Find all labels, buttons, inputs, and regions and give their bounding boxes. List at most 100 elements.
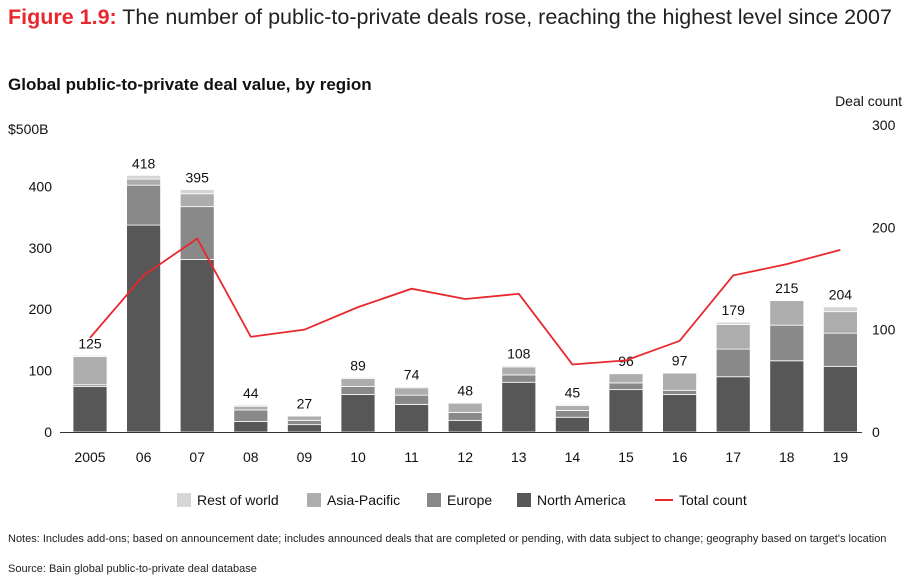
bar-total-label: 204 [829,287,853,303]
x-axis-tick-label: 13 [511,449,527,465]
bar-segment-asia-pacific [72,356,108,386]
legend-swatch [517,493,531,507]
figure-title-text: The number of public-to-private deals ro… [116,5,892,29]
bar-segment-north-america [340,394,376,433]
bar-segment-rest-of-world [823,306,858,313]
bar-segment-asia-pacific [555,405,590,411]
legend-label: Total count [679,492,747,508]
bar-segment-europe [769,324,805,362]
left-axis-unit-label: $500B [8,121,49,137]
bar-segment-rest-of-world [769,299,805,302]
legend-swatch [307,493,321,507]
bar-segment-rest-of-world [501,365,537,368]
bar-segment-north-america [662,394,697,433]
bar-segment-rest-of-world [233,404,269,407]
bar-segment-rest-of-world [340,376,376,379]
bar-segment-asia-pacific [447,402,483,413]
bar-segment-asia-pacific [340,378,376,387]
bar-segment-rest-of-world [394,386,430,389]
bar-segment-rest-of-world [286,415,322,417]
chart-source: Source: Bain global public-to-private de… [8,563,257,575]
bar-segment-europe [286,419,322,426]
left-axis-tick-label: 200 [29,301,53,317]
x-axis-tick-label: 12 [457,449,473,465]
bar-segment-rest-of-world [447,402,483,404]
bar-segment-north-america [286,424,322,433]
bar-segment-asia-pacific [715,324,751,350]
bar-segment-north-america [394,403,430,433]
bar-segment-europe [394,394,430,405]
bar-total-label: 44 [243,385,259,401]
bar-segment-europe [233,409,269,422]
right-axis-tick-label: 200 [872,219,896,235]
x-axis-tick-label: 06 [136,449,152,465]
legend-swatch [177,493,191,507]
bar-total-label: 215 [775,280,799,296]
bar-segment-asia-pacific [769,300,805,326]
bar-segment-europe [340,386,376,395]
left-axis-tick-label: 300 [29,240,53,256]
left-axis-tick-label: 400 [29,178,53,194]
bar-segment-north-america [233,421,269,433]
bar-total-label: 395 [186,169,210,185]
bar-segment-asia-pacific [286,415,322,421]
bar-total-label: 27 [297,395,313,411]
bar-segment-europe [447,411,483,421]
bar-segment-rest-of-world [608,372,644,375]
legend-swatch [427,493,441,507]
bar-segment-north-america [72,386,108,433]
bar-segment-europe [555,410,590,418]
legend-label: Asia-Pacific [327,492,400,508]
bar-total-label: 97 [672,352,688,368]
bar-segment-rest-of-world [126,174,161,180]
x-axis-tick-label: 19 [833,449,849,465]
x-axis-tick-label: 09 [297,449,313,465]
bar-segment-north-america [608,389,644,433]
bar-segment-europe [126,184,161,226]
figure-number: Figure 1.9: [8,5,117,29]
x-axis-tick-label: 10 [350,449,366,465]
x-axis-tick-label: 18 [779,449,795,465]
legend-label: North America [537,492,626,508]
x-axis-tick-label: 16 [672,449,688,465]
bar-segment-north-america [501,381,537,433]
chart-notes: Notes: Includes add-ons; based on announ… [8,533,887,545]
bar-segment-north-america [769,360,805,433]
x-axis-tick-label: 14 [565,449,581,465]
legend-label: Europe [447,492,492,508]
bar-segment-asia-pacific [662,372,697,391]
bar-segment-north-america [715,376,751,433]
bar-total-label: 48 [457,383,473,399]
bar-segment-europe [179,206,215,260]
bar-segment-europe [608,382,644,391]
total-count-line [89,237,841,366]
figure-title: Figure 1.9: The number of public-to-priv… [8,5,892,30]
bar-segment-north-america [555,416,590,433]
right-axis-title: Deal count [835,93,902,109]
bar-segment-rest-of-world [715,321,751,325]
bar-segment-rest-of-world [72,354,108,357]
x-axis-tick-label: 11 [404,449,419,465]
bar-total-label: 125 [78,335,102,351]
bar-segment-rest-of-world [179,189,215,195]
bar-segment-europe [501,374,537,383]
bar-segment-asia-pacific [394,387,430,396]
x-axis-tick-label: 17 [725,449,741,465]
bar-segment-north-america [823,365,858,433]
bar-total-label: 108 [507,346,531,362]
bar-segment-europe [662,389,697,395]
left-axis-tick-label: 100 [29,363,53,379]
bar-total-label: 74 [404,367,420,383]
bar-segment-asia-pacific [608,373,644,384]
bar-segment-europe [715,348,751,378]
bar-segment-north-america [126,224,161,433]
bar-total-label: 179 [722,302,746,318]
x-axis-tick-label: 07 [189,449,205,465]
x-axis-tick-label: 08 [243,449,259,465]
bar-segment-asia-pacific [501,366,537,376]
bar-segment-asia-pacific [126,178,161,186]
bar-total-label: 418 [132,155,156,171]
bar-segment-asia-pacific [233,405,269,411]
bar-total-label: 45 [565,384,581,400]
